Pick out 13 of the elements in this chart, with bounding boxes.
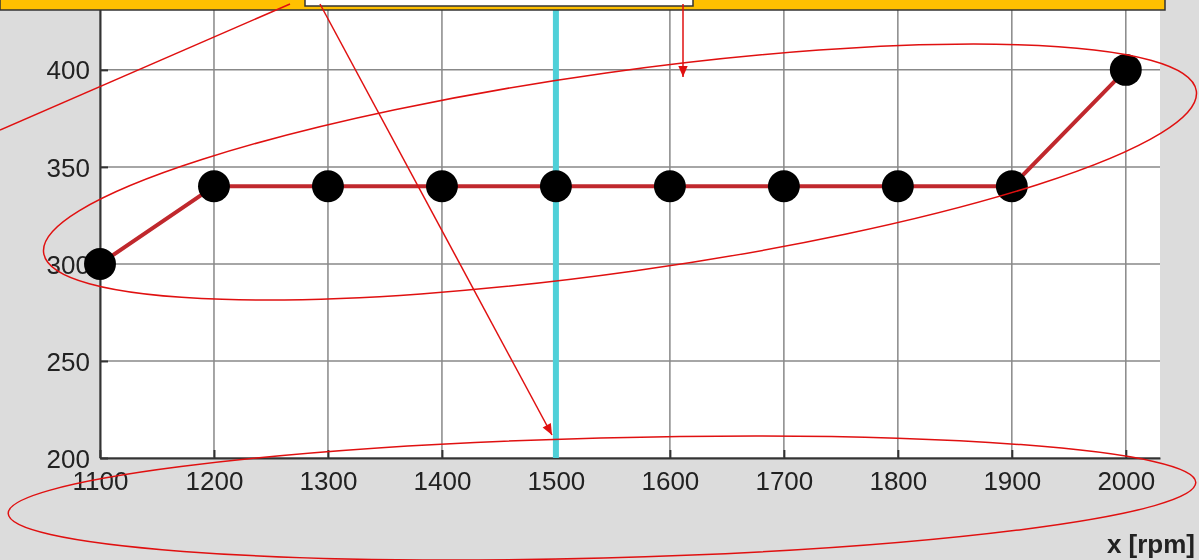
x-axis-title: x [rpm] — [1106, 529, 1195, 559]
x-tick-label: 1400 — [413, 466, 472, 497]
x-tick-label: 1200 — [185, 466, 244, 497]
y-tick-label: 400 — [46, 55, 90, 86]
x-tick-label: 1300 — [299, 466, 358, 497]
x-tick-label: 1800 — [869, 466, 928, 497]
x-tick-label: 1700 — [755, 466, 814, 497]
x-tick-label: 1600 — [641, 466, 700, 497]
y-tick-label: 350 — [46, 152, 90, 183]
x-tick-label: 1900 — [983, 466, 1042, 497]
x-tick-label: 1500 — [527, 466, 586, 497]
y-tick-label: 250 — [46, 346, 90, 377]
x-tick-label: 2000 — [1097, 466, 1156, 497]
